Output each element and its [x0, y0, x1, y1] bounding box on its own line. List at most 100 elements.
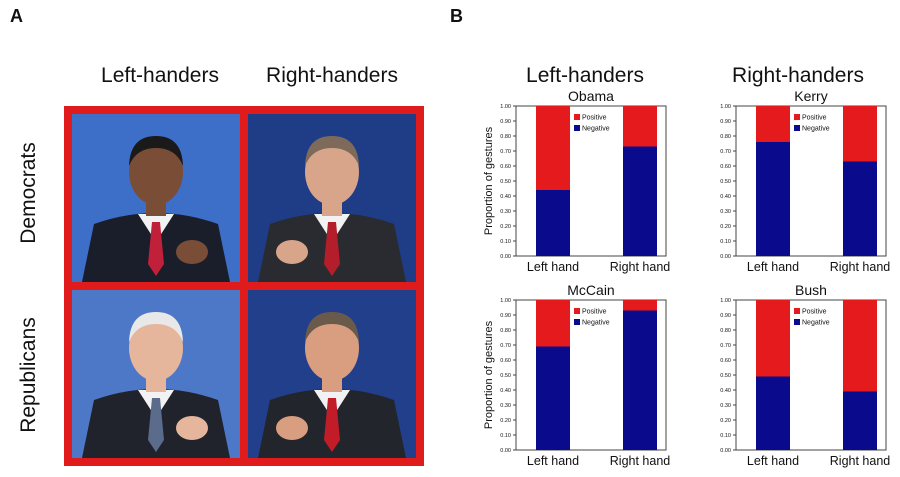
panel-b-letter: B: [450, 6, 463, 26]
y-tick-label: 0.30: [720, 209, 731, 215]
y-tick-label: 0.80: [720, 134, 731, 140]
legend-label-positive: Positive: [802, 115, 827, 122]
hair-shape: [305, 136, 359, 166]
legend-swatch-positive: [794, 114, 800, 120]
y-tick-label: 0.60: [500, 164, 511, 170]
bar-positive-left-hand: [756, 300, 790, 377]
necktie: [148, 222, 164, 276]
necktie: [148, 398, 164, 452]
y-tick-label: 0.40: [720, 388, 731, 394]
y-tick-label: 0.90: [720, 313, 731, 319]
chart-title: Kerry: [794, 88, 827, 104]
gesturing-hand: [276, 416, 308, 440]
panel-b-column-header-right: Right-handers: [732, 64, 864, 87]
photo-mccain-illustration: [72, 290, 240, 458]
y-tick-label: 0.40: [500, 388, 511, 394]
y-tick-label: 0.00: [720, 254, 731, 260]
legend-swatch-positive: [574, 114, 580, 120]
face-shape: [129, 139, 183, 205]
bar-negative-left-hand: [536, 346, 570, 450]
y-tick-label: 0.20: [500, 418, 511, 424]
bar-negative-right-hand: [623, 146, 657, 256]
x-tick-label: Right hand: [830, 454, 891, 468]
x-tick-label: Left hand: [747, 260, 799, 274]
x-tick-label: Right hand: [610, 454, 671, 468]
y-tick-label: 0.00: [500, 448, 511, 454]
chart-bush: Bush 0.00 0.10 0.20 0.30 0.40 0.50 0.60 0.70 0.80…: [720, 282, 891, 468]
y-tick-label: 0.00: [500, 254, 511, 260]
chart-title: McCain: [567, 282, 614, 298]
y-tick-label: 0.30: [500, 209, 511, 215]
panel-a-column-header-right: Right-handers: [266, 64, 398, 87]
y-tick-label: 0.30: [720, 403, 731, 409]
necktie: [324, 398, 340, 452]
y-tick-label: 0.90: [720, 119, 731, 125]
y-tick-label: 0.20: [720, 224, 731, 230]
bar-positive-left-hand: [536, 106, 570, 190]
legend-label-positive: Positive: [802, 309, 827, 316]
chart-kerry: Kerry 0.00 0.10 0.20 0.30 0.40 0.50 0.60 0.70 0.8…: [720, 88, 891, 274]
chart-title: Bush: [795, 282, 827, 298]
y-tick-label: 0.80: [720, 328, 731, 334]
bar-negative-right-hand: [843, 391, 877, 450]
y-tick-label: 0.30: [500, 403, 511, 409]
y-tick-label: 0.20: [500, 224, 511, 230]
y-tick-label: 0.10: [500, 239, 511, 245]
panel-a-letter: A: [10, 6, 23, 26]
y-tick-label: 0.70: [720, 149, 731, 155]
legend-swatch-negative: [794, 319, 800, 325]
y-tick-label: 0.60: [500, 358, 511, 364]
y-tick-label: 0.80: [500, 134, 511, 140]
y-tick-label: 1.00: [500, 298, 511, 304]
bar-positive-left-hand: [536, 300, 570, 347]
y-tick-label: 0.70: [500, 149, 511, 155]
x-tick-label: Right hand: [610, 260, 671, 274]
y-tick-label: 0.20: [720, 418, 731, 424]
bar-positive-right-hand: [843, 106, 877, 162]
chart-mccain: McCain 0.00 0.10 0.20 0.30 0.40 0.50 0.60 0.70 0.…: [483, 282, 671, 468]
legend-swatch-negative: [794, 125, 800, 131]
y-tick-label: 0.90: [500, 119, 511, 125]
bar-positive-right-hand: [843, 300, 877, 392]
y-tick-label: 0.70: [500, 343, 511, 349]
legend-swatch-negative: [574, 125, 580, 131]
bar-negative-left-hand: [536, 190, 570, 256]
y-tick-label: 0.90: [500, 313, 511, 319]
panel-a-column-header-left: Left-handers: [101, 64, 219, 87]
y-tick-label: 0.40: [720, 194, 731, 200]
y-tick-label: 1.00: [720, 104, 731, 110]
photo-mccain: [72, 290, 240, 458]
chart-title: Obama: [568, 88, 614, 104]
gesturing-hand: [276, 240, 308, 264]
y-tick-label: 0.00: [720, 448, 731, 454]
photo-obama-illustration: [72, 114, 240, 282]
x-tick-label: Left hand: [527, 454, 579, 468]
x-tick-label: Left hand: [527, 260, 579, 274]
gesturing-hand: [176, 416, 208, 440]
x-tick-label: Right hand: [830, 260, 891, 274]
y-axis-label: Proportion of gestures: [483, 320, 495, 429]
y-tick-label: 0.50: [720, 179, 731, 185]
y-tick-label: 0.60: [720, 164, 731, 170]
bar-negative-right-hand: [843, 161, 877, 256]
bar-positive-left-hand: [756, 106, 790, 142]
photo-kerry: [248, 114, 416, 282]
hair-shape: [129, 312, 183, 342]
y-tick-label: 0.80: [500, 328, 511, 334]
chart-obama: Obama 0.00 0.10 0.20 0.30 0.40 0.50 0.60 0.70 0.8…: [483, 88, 671, 274]
photo-bush: [248, 290, 416, 458]
bar-positive-right-hand: [623, 106, 657, 147]
face-shape: [305, 315, 359, 381]
gesturing-hand: [176, 240, 208, 264]
y-tick-label: 0.70: [720, 343, 731, 349]
photo-obama: [72, 114, 240, 282]
bar-negative-left-hand: [756, 376, 790, 450]
legend-label-negative: Negative: [802, 320, 830, 327]
y-tick-label: 0.10: [500, 433, 511, 439]
face-shape: [305, 139, 359, 205]
y-tick-label: 0.10: [720, 239, 731, 245]
legend-label-negative: Negative: [582, 126, 610, 133]
legend-swatch-positive: [794, 308, 800, 314]
necktie: [324, 222, 340, 276]
y-tick-label: 0.50: [720, 373, 731, 379]
